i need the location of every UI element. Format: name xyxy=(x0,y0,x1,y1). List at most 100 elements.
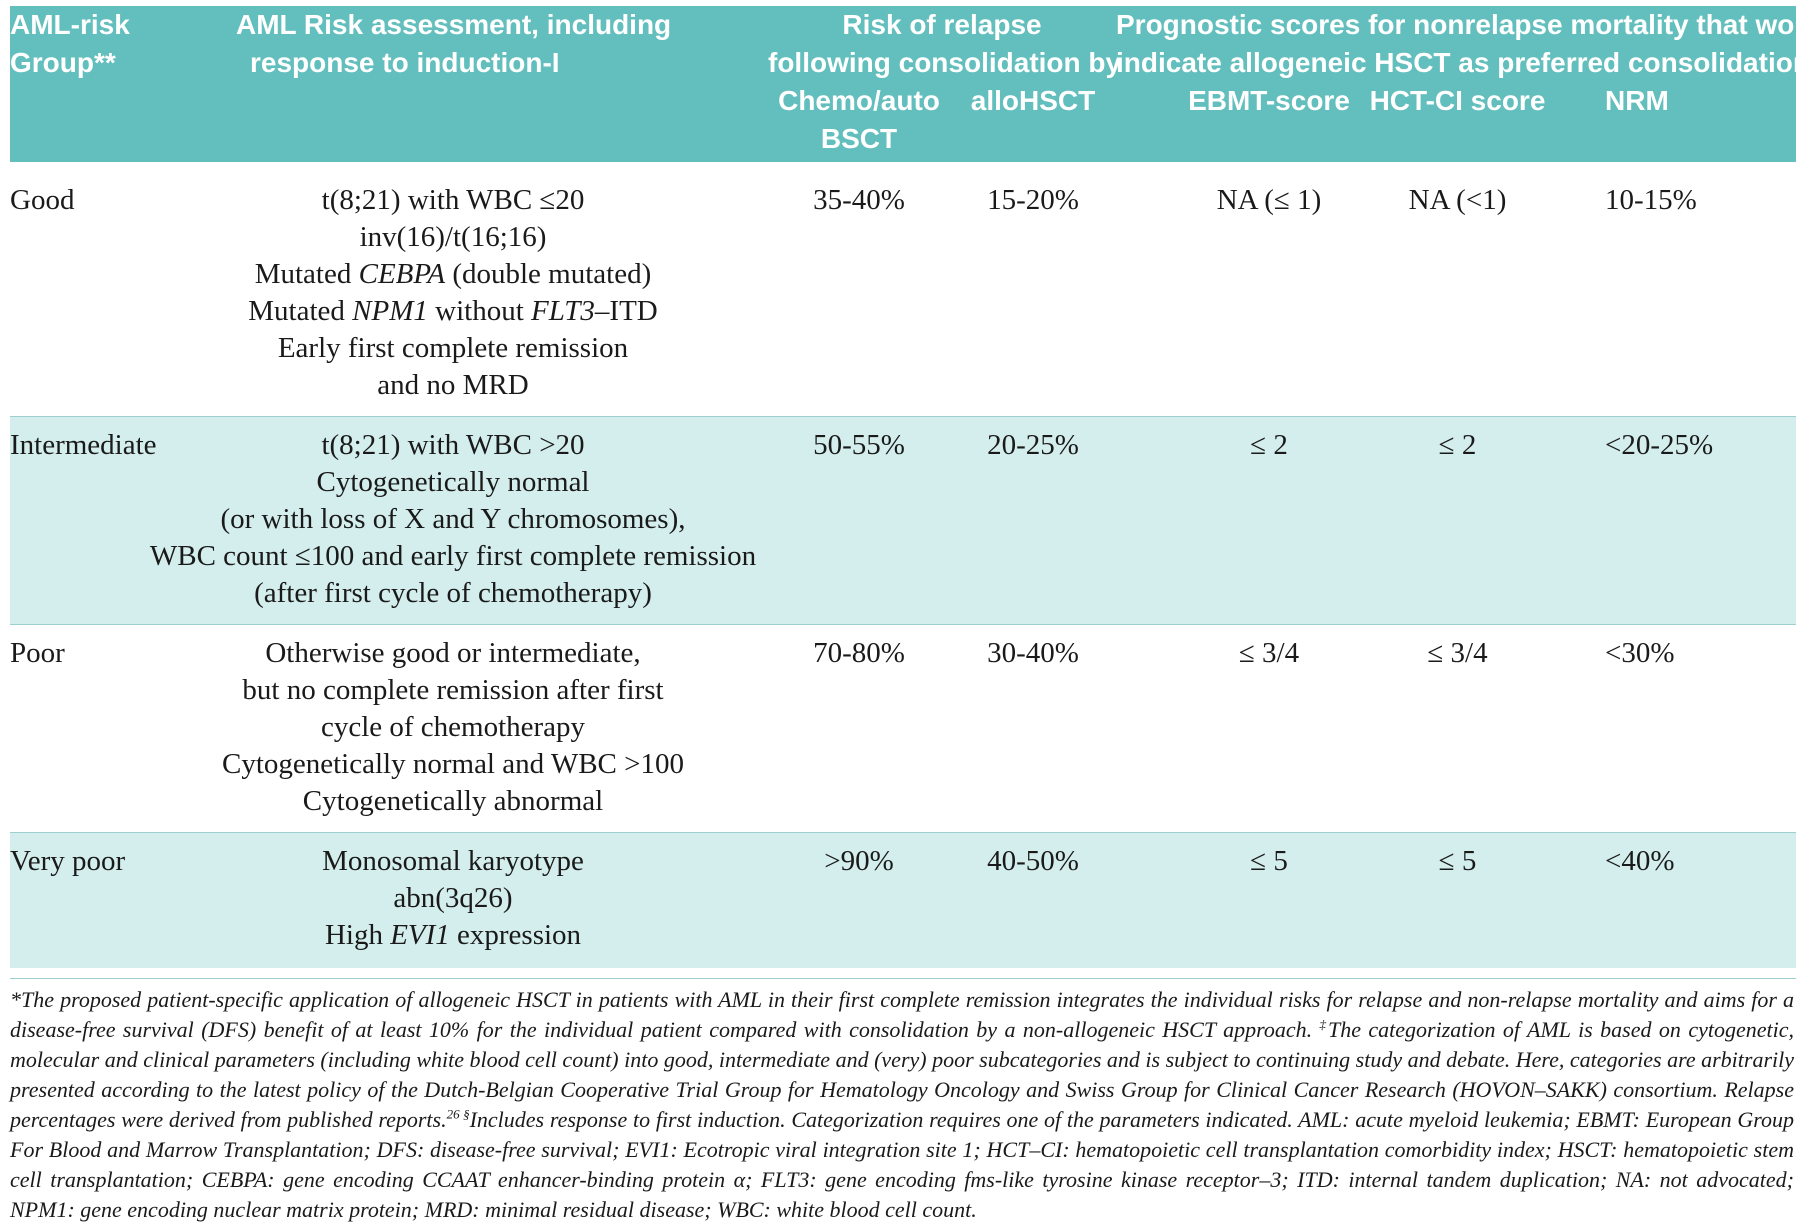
assessment-text: without xyxy=(427,295,532,327)
assessment-line: Cytogenetically normal xyxy=(138,464,768,501)
assessment-text: Mutated xyxy=(248,295,353,327)
assessment-text: Monosomal karyotype xyxy=(322,845,584,877)
assessment-text: t(8;21) with WBC ≤20 xyxy=(321,184,585,216)
cell-hctci-score: NA (<1) xyxy=(1408,184,1507,216)
header-prognostic-line-2: indicate allogeneic HSCT as preferred co… xyxy=(1116,47,1800,78)
table-container: AML-risk Group** AML Risk assessment, in… xyxy=(10,6,1800,1225)
table-row: Poor Otherwise good or intermediate, but n… xyxy=(10,624,1797,833)
footnote-reference: 26 xyxy=(446,1106,460,1122)
header-prognostic: Prognostic scores for nonrelapse mortali… xyxy=(1116,6,1800,162)
assessment-line: High EVI1 expression xyxy=(138,917,768,954)
cell-ebmt-score: ≤ 5 xyxy=(1172,832,1366,968)
cell-spacer xyxy=(1116,832,1172,968)
header-nrm: NRM xyxy=(1605,85,1669,116)
assessment-text: High xyxy=(324,919,391,951)
cell-relapse-chemo: 50-55% xyxy=(768,416,950,625)
cell-relapse-allo: 40-50% xyxy=(950,832,1116,968)
cell-risk-assessment: t(8;21) with WBC ≤20 inv(16)/t(16;16) Muta… xyxy=(138,162,768,417)
assessment-text: Early first complete remission xyxy=(277,332,629,364)
assessment-text: Cytogenetically normal xyxy=(316,466,590,498)
cell-risk-assessment: Monosomal karyotype abn(3q26) High EVI1 ex… xyxy=(138,832,768,968)
assessment-text: WBC count ≤100 and early first complete … xyxy=(149,540,757,572)
table-row: Intermediate t(8;21) with WBC >20 Cytogene… xyxy=(10,416,1797,625)
assessment-line: Cytogenetically abnormal xyxy=(138,783,768,820)
cell-ebmt-score: ≤ 2 xyxy=(1172,416,1366,625)
assessment-text: expression xyxy=(449,919,582,951)
cell-hctci-score: ≤ 3/4 xyxy=(1366,624,1549,833)
cell-hctci-score: ≤ 2 xyxy=(1366,416,1549,625)
cell-relapse-allo: 15-20% xyxy=(987,184,1079,216)
assessment-line: (after first cycle of chemotherapy) xyxy=(138,575,768,612)
cell-spacer xyxy=(1116,624,1172,833)
cell-nrm: <40% xyxy=(1549,832,1797,968)
assessment-line: t(8;21) with WBC ≤20 xyxy=(138,182,768,219)
assessment-text: Cytogenetically normal and WBC >100 xyxy=(221,748,685,780)
cell-risk-assessment: Otherwise good or intermediate, but no co… xyxy=(138,624,768,833)
header-group: AML-risk Group** xyxy=(10,6,138,162)
assessment-line: WBC count ≤100 and early first complete … xyxy=(138,538,768,575)
assessment-line: t(8;21) with WBC >20 xyxy=(138,427,768,464)
header-assessment-line-2: response to induction-I xyxy=(250,47,560,78)
assessment-text: (after first cycle of chemotherapy) xyxy=(254,577,652,609)
assessment-line: Early first complete remission xyxy=(138,330,768,367)
header-relapse-chemo: Chemo/auto BSCT xyxy=(768,82,950,158)
header-chemo-line-2: BSCT xyxy=(820,123,898,154)
table-row: Very poor Monosomal karyotype abn(3q26) Hig… xyxy=(10,832,1797,968)
cell-relapse-allo: 20-25% xyxy=(950,416,1116,625)
assessment-line: Mutated NPM1 without FLT3–ITD xyxy=(138,293,768,330)
assessment-text: and no MRD xyxy=(377,369,529,401)
cell-relapse-chemo: 70-80% xyxy=(768,624,950,833)
cell-ebmt-score: NA (≤ 1) xyxy=(1216,184,1322,216)
assessment-text: Cytogenetically abnormal xyxy=(302,785,604,817)
header-assessment-line-1: AML Risk assessment, including xyxy=(236,9,672,40)
assessment-text: cycle of chemotherapy xyxy=(320,711,586,743)
assessment-text: Otherwise good or intermediate, xyxy=(265,637,641,669)
assessment-text: (double mutated) xyxy=(445,258,652,290)
cell-risk-group: Very poor xyxy=(10,832,138,968)
assessment-line: but no complete remission after first xyxy=(138,672,768,709)
header-chemo-line-1: Chemo/auto xyxy=(778,85,940,116)
table-body: Good t(8;21) with WBC ≤20 inv(16)/t(16;16)… xyxy=(10,162,1797,968)
assessment-line: Cytogenetically normal and WBC >100 xyxy=(138,746,768,783)
assessment-text: –ITD xyxy=(594,295,658,327)
assessment-text: abn(3q26) xyxy=(393,882,513,914)
cell-relapse-chemo: >90% xyxy=(768,832,950,968)
assessment-line: inv(16)/t(16;16) xyxy=(138,219,768,256)
cell-nrm: <20-25% xyxy=(1549,416,1797,625)
header-spacer xyxy=(1116,82,1172,120)
header-hctci: HCT-CI score xyxy=(1369,85,1546,116)
header-prognostic-line-1: Prognostic scores for nonrelapse mortali… xyxy=(1116,9,1800,40)
assessment-line: (or with loss of X and Y chromosomes), xyxy=(138,501,768,538)
gene-name: FLT3 xyxy=(531,295,595,327)
assessment-line: cycle of chemotherapy xyxy=(138,709,768,746)
header-assessment: AML Risk assessment, including response … xyxy=(138,6,768,162)
header-row: AML-risk Group** AML Risk assessment, in… xyxy=(10,6,1800,162)
footnote-mark-double-dagger: ‡ xyxy=(1319,1016,1328,1032)
header-ebmt: EBMT-score xyxy=(1188,85,1350,116)
header-relapse-allo: alloHSCT xyxy=(970,85,1096,116)
footnote-part-2: The categorization of AML is based on cy… xyxy=(10,1017,1794,1132)
assessment-line: Mutated CEBPA (double mutated) xyxy=(138,256,768,293)
assessment-line: Monosomal karyotype xyxy=(138,843,768,880)
gene-name: CEBPA xyxy=(358,258,446,290)
cell-nrm: 10-15% xyxy=(1605,184,1697,216)
header-relapse-line-1: Risk of relapse xyxy=(842,9,1042,40)
assessment-line: abn(3q26) xyxy=(138,880,768,917)
assessment-text: but no complete remission after first xyxy=(242,674,664,706)
cell-spacer xyxy=(1116,416,1172,625)
cell-spacer xyxy=(1116,162,1172,417)
assessment-text: Mutated xyxy=(254,258,359,290)
cell-hctci-score: ≤ 5 xyxy=(1366,832,1549,968)
aml-risk-table: AML-risk Group** AML Risk assessment, in… xyxy=(10,6,1800,968)
assessment-line: Otherwise good or intermediate, xyxy=(138,635,768,672)
cell-risk-group: Intermediate xyxy=(10,416,157,625)
cell-risk-assessment: t(8;21) with WBC >20 Cytogenetically norm… xyxy=(138,416,768,625)
table-row: Good t(8;21) with WBC ≤20 inv(16)/t(16;16)… xyxy=(10,162,1796,417)
table-footnote: *The proposed patient-specific applicati… xyxy=(10,978,1796,1225)
assessment-text: inv(16)/t(16;16) xyxy=(359,221,547,253)
assessment-text: t(8;21) with WBC >20 xyxy=(321,429,585,461)
header-relapse: Risk of relapse following consolidation … xyxy=(768,6,1121,162)
footnote-part-1: *The proposed patient-specific applicati… xyxy=(10,987,1794,1042)
gene-name: NPM1 xyxy=(352,295,428,327)
assessment-line: and no MRD xyxy=(138,367,768,404)
